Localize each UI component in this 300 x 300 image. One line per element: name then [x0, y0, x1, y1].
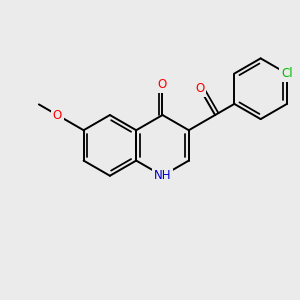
Text: O: O: [158, 78, 167, 91]
Text: O: O: [53, 109, 62, 122]
Text: O: O: [195, 82, 205, 95]
Text: Cl: Cl: [281, 67, 293, 80]
Text: NH: NH: [154, 169, 171, 182]
